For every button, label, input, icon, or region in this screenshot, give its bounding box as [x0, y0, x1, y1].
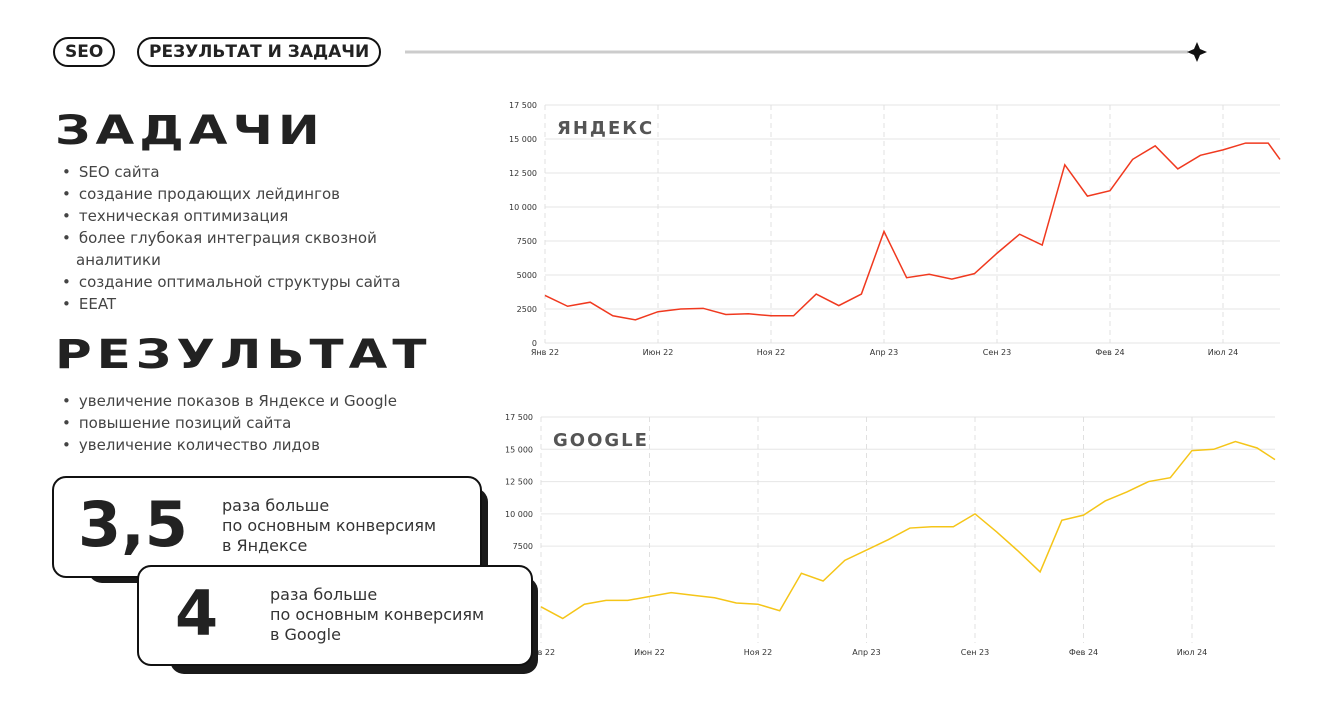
stat-line: в Google	[270, 625, 341, 644]
x-tick-label: Апр 23	[870, 348, 899, 357]
x-tick-label: Июн 22	[643, 348, 674, 357]
x-tick-label: Янв 22	[527, 648, 555, 657]
x-tick-label: Апр 23	[852, 648, 881, 657]
y-tick-label: 0	[532, 339, 537, 348]
chart-title: ЯНДЕКС	[557, 118, 654, 139]
list-item: увеличение показов в Яндексе и Google	[62, 390, 452, 412]
y-tick-label: 15 000	[505, 445, 533, 454]
y-tick-label: 5000	[517, 271, 537, 280]
list-item: техническая оптимизация	[62, 205, 452, 227]
x-tick-label: Сен 23	[961, 648, 989, 657]
list-item: EEAT	[62, 293, 452, 315]
list-item: более глубокая интеграция сквозной анали…	[62, 227, 452, 271]
section-title: РЕЗУЛЬТАТ	[55, 332, 432, 378]
y-tick-label: 7500	[513, 542, 533, 551]
y-tick-label: 7500	[517, 237, 537, 246]
y-tick-label: 15 000	[509, 135, 537, 144]
list-item: SEO сайта	[62, 161, 452, 183]
y-tick-label: 12 500	[505, 478, 533, 487]
y-tick-label: 2500	[517, 305, 537, 314]
list-item: увеличение количество лидов	[62, 434, 452, 456]
chart-title: GOOGLE	[553, 430, 649, 451]
y-tick-label: 10 000	[505, 510, 533, 519]
x-tick-label: Ноя 22	[757, 348, 785, 357]
tag: РЕЗУЛЬТАТ И ЗАДАЧИ	[137, 37, 382, 67]
stat-value: 4	[175, 577, 219, 650]
stat-line: раза больше	[270, 585, 378, 604]
y-tick-label: 12 500	[509, 169, 537, 178]
task-list: SEO сайтасоздание продающих лейдинговтех…	[62, 161, 452, 315]
x-tick-label: Июн 22	[634, 648, 665, 657]
series-line	[544, 142, 1281, 321]
series-line	[540, 440, 1276, 620]
stat-line: по основным конверсиям	[270, 605, 485, 624]
stat-card: 4 раза больше по основным конверсиям в Goo…	[137, 565, 533, 666]
stat-text: раза больше по основным конверсиям в Яндек…	[222, 496, 436, 556]
x-tick-label: Фев 24	[1095, 348, 1124, 357]
list-item: создание продающих лейдингов	[62, 183, 452, 205]
x-tick-label: Ноя 22	[744, 648, 772, 657]
x-tick-label: Янв 22	[531, 348, 559, 357]
stat-line: раза больше	[222, 496, 330, 515]
stat-text: раза больше по основным конверсиям в Googl…	[270, 585, 484, 645]
tag: SEO	[53, 37, 116, 67]
section-title: ЗАДАЧИ	[55, 108, 325, 154]
stat-line: по основным конверсиям	[222, 516, 437, 535]
x-tick-label: Июл 24	[1208, 348, 1239, 357]
x-tick-label: Сен 23	[983, 348, 1011, 357]
list-item: повышение позиций сайта	[62, 412, 452, 434]
stat-value: 3,5	[78, 488, 188, 561]
list-item: создание оптимальной структуры сайта	[62, 271, 452, 293]
y-tick-label: 10 000	[509, 203, 537, 212]
y-tick-label: 17 500	[505, 413, 533, 422]
x-tick-label: Июл 24	[1177, 648, 1208, 657]
result-list: увеличение показов в Яндексе и Googleпов…	[62, 390, 452, 456]
stat-card: 3,5 раза больше по основным конверсиям в Я…	[52, 476, 482, 578]
x-tick-label: Фев 24	[1069, 648, 1098, 657]
y-tick-label: 17 500	[509, 101, 537, 110]
star	[1187, 42, 1207, 62]
stat-line: в Яндексе	[222, 536, 308, 555]
